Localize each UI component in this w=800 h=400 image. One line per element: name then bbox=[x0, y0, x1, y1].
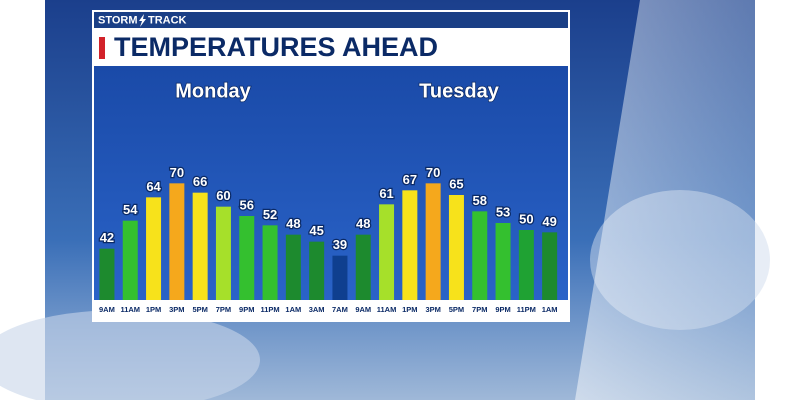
chart-title: TEMPERATURES AHEAD bbox=[114, 32, 438, 62]
value-label: 42 bbox=[100, 230, 114, 245]
x-tick-label: 7PM bbox=[216, 305, 231, 314]
x-tick-label: 3PM bbox=[425, 305, 440, 314]
bar bbox=[99, 248, 115, 300]
value-label: 64 bbox=[146, 179, 161, 194]
value-label: 60 bbox=[216, 188, 230, 203]
value-label: 48 bbox=[356, 216, 370, 231]
value-label: 65 bbox=[449, 176, 463, 191]
value-label: 53 bbox=[496, 204, 510, 219]
value-label: 54 bbox=[123, 202, 138, 217]
day-label: Tuesday bbox=[419, 80, 500, 102]
brand: STORM bbox=[98, 14, 138, 26]
bar bbox=[146, 197, 162, 300]
x-tick-label: 9AM bbox=[99, 305, 115, 314]
glass-panel bbox=[575, 0, 755, 400]
bar bbox=[215, 206, 231, 300]
bar bbox=[495, 223, 511, 300]
value-label: 70 bbox=[426, 165, 440, 180]
x-tick-label: 7AM bbox=[332, 305, 348, 314]
value-label: 61 bbox=[379, 186, 393, 201]
value-label: 67 bbox=[403, 172, 417, 187]
bar bbox=[448, 195, 464, 300]
bar bbox=[518, 230, 534, 300]
bar bbox=[332, 255, 348, 300]
bar bbox=[309, 241, 325, 300]
x-tick-label: 11AM bbox=[120, 305, 140, 314]
bar bbox=[379, 204, 395, 300]
x-tick-label: 1AM bbox=[285, 305, 301, 314]
x-tick-label: 3PM bbox=[169, 305, 184, 314]
bar bbox=[472, 211, 488, 300]
value-label: 56 bbox=[240, 197, 254, 212]
x-tick-label: 1PM bbox=[146, 305, 161, 314]
x-tick-label: 11PM bbox=[517, 305, 536, 314]
bar bbox=[285, 234, 301, 300]
x-tick-label: 5PM bbox=[192, 305, 207, 314]
value-label: 49 bbox=[542, 214, 556, 229]
x-tick-label: 7PM bbox=[472, 305, 487, 314]
day-label: Monday bbox=[175, 80, 251, 102]
value-label: 58 bbox=[473, 193, 487, 208]
x-tick-label: 1AM bbox=[542, 305, 558, 314]
bar bbox=[542, 232, 558, 300]
value-label: 39 bbox=[333, 237, 347, 252]
value-label: 45 bbox=[309, 223, 323, 238]
value-label: 50 bbox=[519, 211, 533, 226]
bar bbox=[355, 234, 371, 300]
bar bbox=[122, 220, 138, 300]
x-tick-label: 9PM bbox=[495, 305, 510, 314]
x-tick-label: 9PM bbox=[239, 305, 254, 314]
brand-strip bbox=[94, 12, 568, 28]
x-tick-label: 5PM bbox=[449, 305, 464, 314]
x-tick-label: 9AM bbox=[355, 305, 371, 314]
bar bbox=[425, 183, 441, 300]
x-tick-label: 11AM bbox=[377, 305, 397, 314]
bar bbox=[192, 192, 208, 300]
bar bbox=[239, 216, 255, 300]
cloud bbox=[0, 310, 260, 400]
value-label: 48 bbox=[286, 216, 300, 231]
label-strip bbox=[94, 300, 568, 320]
brand: TRACK bbox=[148, 14, 187, 26]
x-tick-label: 11PM bbox=[260, 305, 279, 314]
bar bbox=[262, 225, 278, 300]
bar bbox=[402, 190, 418, 300]
x-tick-label: 1PM bbox=[402, 305, 417, 314]
value-label: 66 bbox=[193, 174, 207, 189]
bar bbox=[169, 183, 185, 300]
title-accent bbox=[99, 37, 105, 59]
lightning-icon bbox=[139, 14, 146, 27]
x-tick-label: 3AM bbox=[309, 305, 325, 314]
value-label: 52 bbox=[263, 207, 277, 222]
value-label: 70 bbox=[170, 165, 184, 180]
